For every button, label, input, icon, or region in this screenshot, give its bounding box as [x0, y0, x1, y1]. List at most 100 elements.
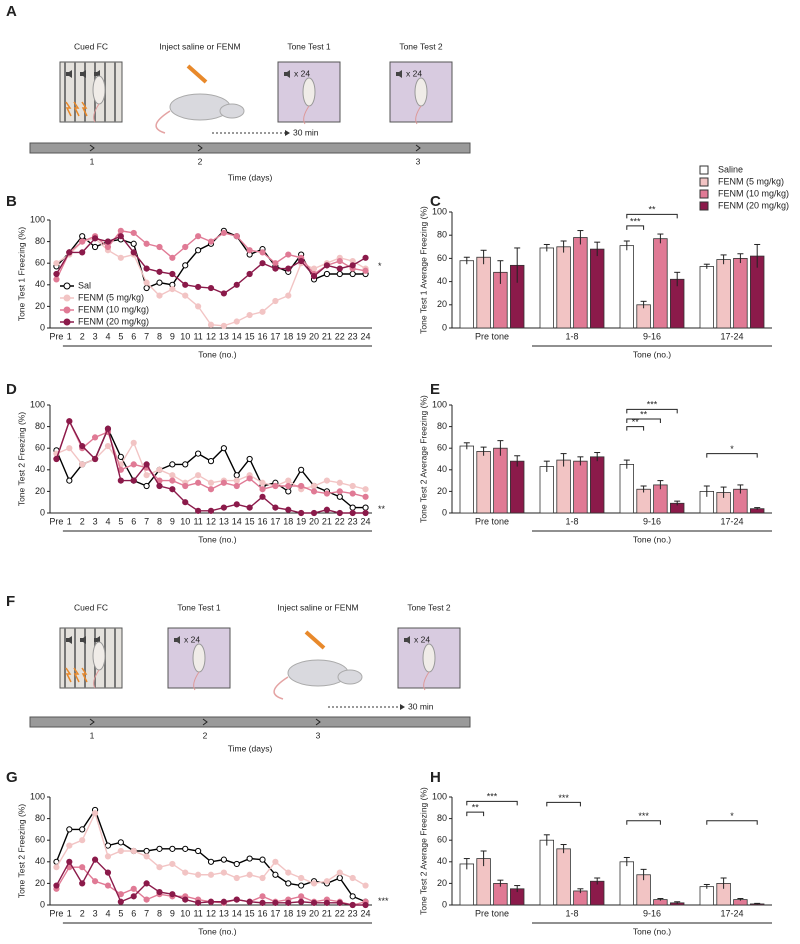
bar [670, 278, 685, 329]
data-point [207, 458, 215, 465]
x-tick-label: Pre tone [475, 908, 509, 918]
bar [619, 861, 635, 906]
y-tick-label: 80 [35, 421, 45, 431]
data-point [336, 869, 343, 876]
x-tick-label: 23 [348, 331, 358, 341]
data-point [298, 898, 305, 905]
x-tick-label: 11 [193, 908, 202, 918]
x-tick-label: Pre tone [475, 331, 509, 341]
data-point [104, 442, 112, 450]
panel-letter: H [430, 769, 441, 786]
y-axis-label: Tone Test 2 Freezing (%) [16, 804, 26, 898]
data-point [233, 472, 240, 479]
x-tick-label: 24 [361, 908, 371, 918]
x-tick-label: 17-24 [720, 331, 743, 341]
significance: *** [558, 793, 569, 803]
step-label: Cued FC [74, 602, 108, 612]
x-tick-label: 4 [105, 331, 110, 341]
x-tick-label: 4 [105, 516, 110, 526]
data-point [169, 486, 176, 493]
rat-body [169, 93, 231, 121]
data-point [143, 880, 150, 887]
data-point [220, 898, 227, 905]
panel-letter: D [6, 381, 17, 398]
data-point [143, 265, 150, 272]
data-point [233, 281, 240, 288]
data-point [207, 321, 215, 328]
shock-icon [81, 667, 88, 683]
data-point [53, 276, 60, 283]
x-tick-label: Pre [49, 331, 63, 341]
significance: * [730, 811, 734, 821]
x-axis-label: Tone (no.) [198, 534, 236, 544]
rat-head [219, 103, 245, 119]
data-point [91, 856, 99, 863]
data-point [336, 257, 343, 265]
y-tick-label: 40 [35, 464, 45, 474]
y-tick-label: 20 [35, 486, 45, 496]
y-tick-label: 0 [442, 507, 447, 517]
rat-head [337, 669, 363, 685]
data-point [169, 477, 176, 484]
legend-marker [63, 294, 71, 302]
x-axis-label: Tone (no.) [198, 926, 236, 936]
data-point [285, 506, 292, 513]
data-point [259, 899, 266, 906]
data-point [349, 504, 356, 511]
y-tick-label: 40 [437, 464, 447, 474]
data-point [220, 322, 227, 329]
bar [573, 460, 588, 514]
y-tick-label: 60 [437, 835, 447, 845]
speaker-icon [83, 636, 86, 644]
data-point [66, 477, 73, 484]
timeline [29, 142, 471, 154]
y-tick-label: 100 [432, 399, 447, 409]
data-point [259, 856, 266, 863]
panel-letter: B [6, 193, 17, 210]
bar [619, 245, 635, 329]
data-point [79, 837, 86, 844]
data-point [310, 265, 318, 272]
x-tick-label: 17-24 [720, 908, 743, 918]
data-point [285, 488, 292, 495]
significance-bracket [706, 820, 758, 825]
data-point [349, 509, 356, 517]
x-tick-label: 7 [144, 516, 149, 526]
x-tick-label: 12 [206, 908, 216, 918]
x-tick-label: 10 [180, 908, 190, 918]
significance-bracket [626, 426, 645, 431]
x-tick-label: 14 [232, 516, 242, 526]
rat-tail [93, 669, 100, 689]
y-tick-label: 20 [35, 301, 45, 311]
data-point [195, 247, 202, 254]
x-tick-label: 1-8 [565, 516, 578, 526]
data-point [195, 450, 202, 457]
x-tick-label: 18 [283, 516, 293, 526]
step-label: Inject saline or FENM [159, 41, 240, 51]
x-tick-label: 17 [270, 908, 280, 918]
x-tick-label: 5 [118, 331, 123, 341]
x-tick-label: 2 [80, 331, 85, 341]
shock-icon [73, 101, 80, 117]
x-axis-label: Tone (no.) [633, 349, 671, 359]
data-point [310, 899, 318, 906]
shock-icon [73, 667, 80, 683]
data-point [285, 899, 292, 906]
data-point [182, 262, 189, 269]
data-point [156, 845, 163, 852]
bar [459, 445, 475, 514]
bar [590, 456, 605, 514]
timeline-chevron [315, 718, 321, 726]
data-point [143, 461, 150, 468]
data-point [233, 318, 240, 325]
x-tick-label: 1 [67, 516, 72, 526]
data-point [117, 453, 124, 460]
data-point [207, 238, 215, 245]
data-point [182, 243, 189, 251]
x-axis-label: Tone (no.) [633, 534, 671, 544]
data-point [362, 486, 369, 493]
legend-label: FENM (20 mg/kg) [78, 316, 149, 326]
data-point [79, 442, 86, 450]
data-point [53, 864, 60, 871]
legend-label: FENM (5 mg/kg) [718, 176, 784, 186]
